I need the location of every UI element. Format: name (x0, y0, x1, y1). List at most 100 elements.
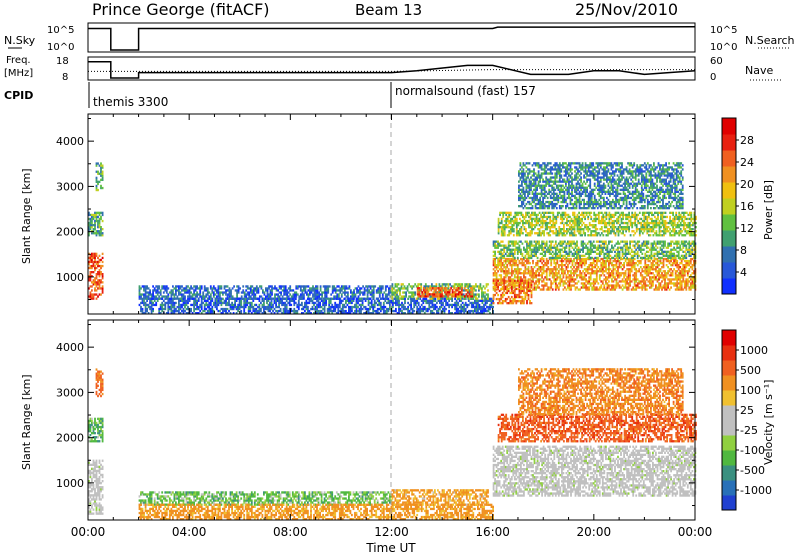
data-cell (458, 285, 461, 288)
data-cell (441, 291, 443, 294)
data-cell (576, 256, 578, 260)
data-cell (475, 285, 477, 288)
data-cell (686, 278, 689, 281)
data-cell (429, 285, 432, 288)
data-cell (671, 248, 674, 251)
data-cell (475, 305, 478, 309)
data-cell (94, 287, 96, 290)
data-cell (636, 270, 639, 273)
data-cell (384, 299, 387, 302)
data-cell (243, 293, 246, 296)
data-cell (494, 240, 496, 243)
data-cell (598, 270, 601, 273)
data-cell (425, 293, 428, 296)
data-cell (515, 262, 518, 265)
data-cell (645, 264, 648, 267)
data-cell (636, 242, 639, 245)
data-cell (347, 293, 349, 296)
data-cell (618, 246, 621, 249)
data-cell (614, 268, 616, 271)
data-cell (338, 305, 341, 309)
data-cell (288, 312, 291, 315)
data-cell (645, 278, 648, 281)
data-cell (512, 278, 515, 281)
data-cell (524, 264, 527, 267)
data-cell (542, 240, 545, 243)
data-cell (529, 254, 531, 257)
data-cell (535, 280, 537, 283)
data-cell (542, 284, 545, 287)
data-cell (316, 287, 319, 290)
data-cell (167, 287, 170, 290)
data-cell (246, 287, 249, 290)
data-cell (152, 303, 154, 307)
data-cell (149, 299, 151, 302)
data-cell (689, 284, 692, 287)
data-cell (336, 295, 339, 298)
data-cell (318, 291, 320, 294)
data-cell (379, 307, 382, 311)
data-cell (603, 264, 606, 267)
data-cell (576, 262, 578, 265)
data-cell (645, 250, 648, 253)
data-cell (441, 297, 444, 300)
data-cell (571, 278, 574, 281)
data-cell (97, 172, 99, 175)
data-cell (618, 264, 621, 267)
data-cell (611, 284, 613, 287)
data-cell (326, 312, 329, 315)
data-cell (601, 246, 604, 249)
data-cell (601, 268, 604, 271)
data-cell (217, 297, 220, 300)
data-cell (547, 248, 550, 251)
data-cell (615, 262, 618, 265)
data-cell (185, 301, 188, 305)
data-cell (661, 244, 663, 247)
data-cell (498, 244, 501, 247)
data-cell (659, 282, 662, 285)
data-cell (388, 289, 390, 292)
data-cell (91, 297, 93, 300)
data-cell (538, 274, 540, 277)
data-cell (644, 264, 647, 267)
data-cell (676, 278, 679, 281)
data-cell (627, 262, 630, 265)
data-cell (529, 221, 532, 225)
data-cell (507, 248, 510, 251)
data-cell (448, 305, 450, 309)
data-cell (355, 312, 358, 315)
data-cell (368, 291, 370, 294)
data-cell (557, 288, 560, 291)
data-cell (369, 291, 372, 294)
data-cell (320, 305, 323, 309)
data-cell (549, 211, 552, 214)
data-cell (453, 285, 456, 288)
data-cell (435, 289, 437, 292)
data-cell (561, 264, 563, 267)
data-cell (518, 270, 521, 273)
data-cell (446, 301, 449, 305)
data-cell (509, 262, 512, 265)
data-cell (633, 250, 636, 253)
data-cell (273, 312, 276, 315)
data-cell (658, 278, 660, 281)
data-cell (605, 264, 607, 267)
data-cell (384, 293, 387, 296)
data-cell (683, 280, 686, 283)
data-cell (658, 270, 660, 273)
data-cell (332, 309, 335, 313)
data-cell (580, 286, 583, 289)
data-cell (196, 285, 198, 288)
data-cell (487, 299, 490, 302)
data-cell (551, 240, 554, 243)
data-cell (403, 287, 406, 290)
data-cell (98, 224, 101, 227)
data-cell (525, 221, 527, 225)
data-cell (632, 250, 635, 253)
data-cell (255, 303, 258, 307)
data-cell (396, 289, 398, 292)
data-cell (372, 291, 375, 294)
data-cell (601, 257, 604, 261)
data-cell (410, 307, 412, 311)
data-cell (605, 270, 607, 273)
